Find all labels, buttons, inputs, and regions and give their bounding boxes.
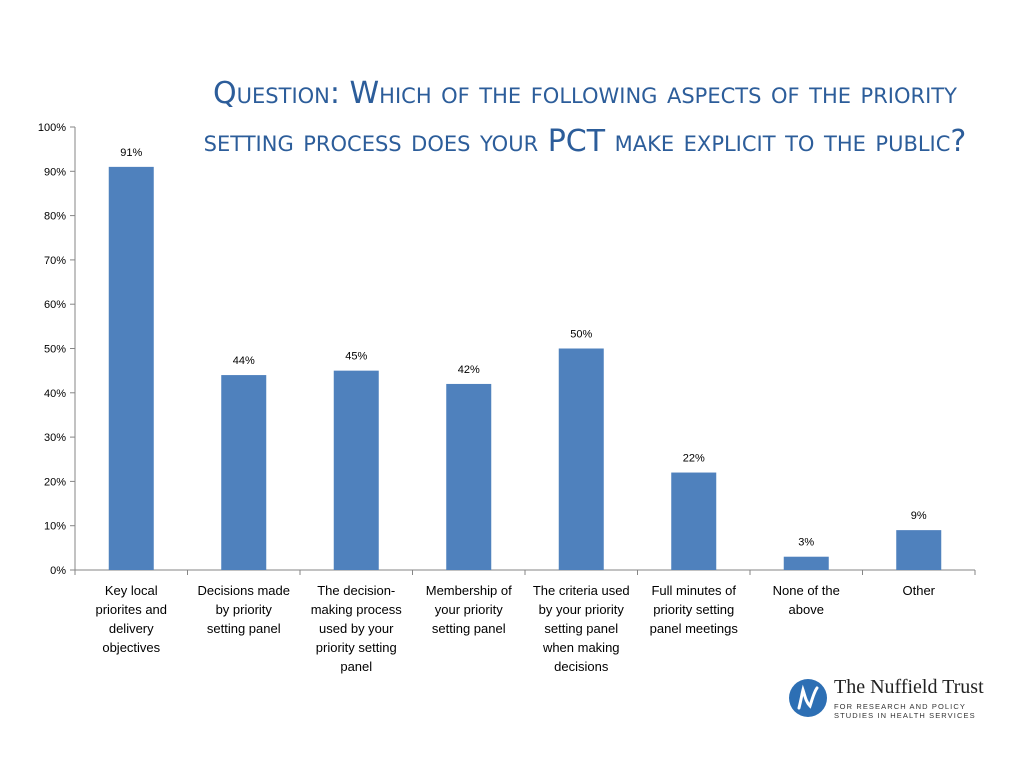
bar (221, 375, 267, 570)
bar (108, 166, 154, 570)
data-label: 45% (345, 351, 367, 363)
x-tick-label: Other (902, 583, 935, 598)
slide-title: Question: Which of the following aspects… (203, 76, 967, 159)
logo-name: The Nuffield Trust (834, 676, 984, 698)
y-tick-label: 0% (50, 565, 66, 577)
y-tick-label: 60% (44, 299, 66, 311)
x-tick-label: None of the above (773, 583, 840, 617)
data-label: 50% (570, 329, 592, 341)
data-label: 9% (911, 510, 927, 522)
bar (671, 472, 717, 570)
y-tick-label: 30% (44, 432, 66, 444)
data-label: 91% (120, 147, 142, 159)
bar (558, 348, 604, 570)
bar (783, 556, 829, 570)
x-tick-label: The criteria used by your priority setting… (533, 583, 630, 674)
y-tick-label: 20% (44, 476, 66, 488)
data-label: 42% (458, 364, 480, 376)
x-tick-label: Decisions made by priority setting panel (198, 583, 291, 636)
x-tick-label: Key local priorites and delivery objectives (95, 583, 167, 655)
y-tick-label: 90% (44, 166, 66, 178)
data-label: 3% (798, 537, 814, 549)
data-label: 44% (233, 355, 255, 367)
y-tick-label: 80% (44, 211, 66, 223)
x-tick-label: Membership of your priority setting panel (426, 583, 512, 636)
y-tick-label: 70% (44, 255, 66, 267)
bar (333, 370, 379, 570)
logo-tagline-2: STUDIES IN HEALTH SERVICES (834, 711, 976, 720)
y-tick-label: 100% (38, 122, 66, 134)
y-tick-label: 40% (44, 388, 66, 400)
y-tick-label: 50% (44, 344, 66, 356)
x-tick-label: Full minutes of priority setting panel mee… (650, 583, 739, 636)
nuffield-trust-logo: The Nuffield Trust FOR RESEARCH AND POLI… (788, 676, 988, 722)
y-tick-label: 10% (44, 521, 66, 533)
logo-tagline-1: FOR RESEARCH AND POLICY (834, 702, 966, 711)
x-tick-label: The decision-making process used by your p… (311, 583, 403, 674)
bar (446, 383, 492, 570)
bar (896, 530, 942, 570)
nuffield-n-icon (789, 679, 827, 717)
data-label: 22% (683, 453, 705, 465)
